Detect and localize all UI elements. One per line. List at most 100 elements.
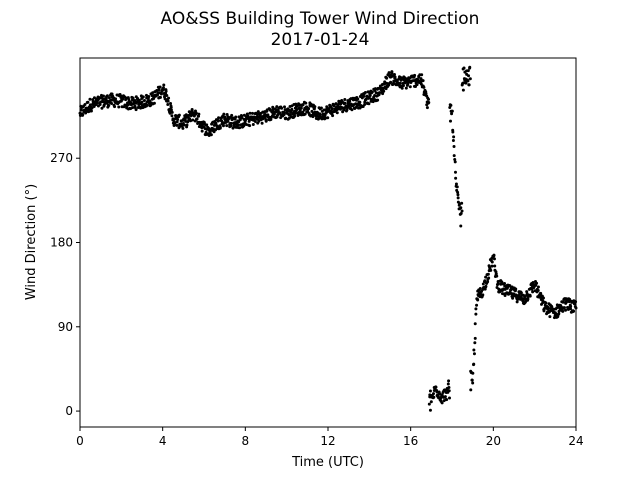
data-point (311, 115, 315, 119)
data-point (449, 103, 453, 107)
data-point (142, 98, 146, 102)
data-points (78, 65, 578, 412)
data-point (295, 104, 299, 108)
data-point (271, 105, 275, 109)
data-point (487, 276, 491, 280)
y-axis-label: Wind Direction (°) (24, 184, 39, 300)
data-point (461, 88, 465, 92)
y-axis-ticks: 0 90 180 270 (50, 151, 80, 418)
data-point (145, 103, 149, 107)
data-point (335, 111, 339, 115)
data-point (350, 108, 354, 112)
data-point (478, 287, 482, 291)
data-point (515, 300, 519, 304)
data-point (420, 73, 424, 77)
data-point (459, 211, 463, 215)
data-point (152, 101, 156, 105)
data-point (301, 103, 305, 107)
data-point (385, 76, 389, 80)
data-point (117, 105, 121, 109)
data-point (152, 96, 156, 100)
data-point (459, 206, 463, 210)
data-point (453, 160, 457, 164)
data-point (363, 102, 367, 106)
data-point (427, 402, 431, 406)
data-point (429, 400, 433, 404)
y-tick-label: 0 (65, 404, 73, 418)
data-point (167, 96, 171, 100)
data-point (448, 396, 451, 400)
data-point (447, 389, 451, 393)
y-tick-label: 180 (50, 236, 73, 250)
data-point (427, 100, 431, 104)
data-point (166, 99, 170, 103)
data-point (462, 66, 466, 70)
data-point (88, 97, 92, 101)
data-point (456, 196, 460, 200)
data-point (229, 121, 233, 125)
data-point (134, 108, 138, 112)
data-point (473, 322, 477, 326)
data-point (456, 190, 460, 194)
data-point (166, 102, 170, 106)
data-point (378, 91, 382, 95)
data-point (364, 97, 368, 101)
data-point (105, 94, 109, 98)
data-point (284, 116, 288, 120)
data-point (400, 86, 404, 90)
data-point (390, 70, 394, 74)
data-point (454, 176, 458, 180)
data-point (493, 264, 497, 268)
data-point (562, 306, 566, 310)
data-point (404, 86, 408, 90)
data-point (230, 113, 234, 117)
data-point (343, 101, 347, 105)
data-point (484, 284, 488, 288)
data-point (495, 274, 499, 278)
data-point (225, 124, 229, 128)
data-point (330, 107, 334, 111)
data-point (187, 113, 191, 117)
data-point (447, 379, 451, 383)
data-point (483, 279, 487, 283)
data-point (473, 336, 477, 340)
data-point (456, 193, 460, 197)
data-point (225, 113, 229, 117)
data-point (164, 89, 168, 93)
data-point (101, 94, 105, 98)
data-point (471, 381, 475, 385)
data-point (323, 116, 327, 120)
x-tick-label: 20 (486, 434, 501, 448)
data-point (455, 185, 459, 189)
data-point (476, 298, 480, 302)
data-point (89, 109, 93, 113)
data-point (481, 282, 485, 286)
data-point (440, 401, 444, 405)
data-point (536, 285, 540, 289)
data-point (301, 110, 305, 114)
data-point (384, 87, 388, 91)
data-point (98, 102, 102, 106)
data-point (536, 289, 540, 293)
data-point (126, 103, 130, 107)
data-point (417, 75, 421, 79)
data-point (474, 312, 478, 316)
data-point (282, 113, 286, 117)
x-tick-label: 24 (568, 434, 583, 448)
data-point (148, 99, 152, 103)
data-point (278, 111, 282, 115)
data-point (460, 209, 464, 213)
data-point (392, 72, 396, 76)
chart-subtitle: 2017-01-24 (271, 30, 370, 50)
data-point (158, 95, 162, 99)
data-point (466, 79, 470, 83)
data-point (81, 113, 85, 116)
data-point (494, 272, 498, 276)
data-point (257, 119, 261, 123)
data-point (326, 116, 330, 120)
data-point (514, 287, 518, 291)
data-point (293, 112, 297, 115)
data-point (475, 303, 479, 307)
data-point (370, 90, 374, 94)
data-point (486, 280, 490, 284)
